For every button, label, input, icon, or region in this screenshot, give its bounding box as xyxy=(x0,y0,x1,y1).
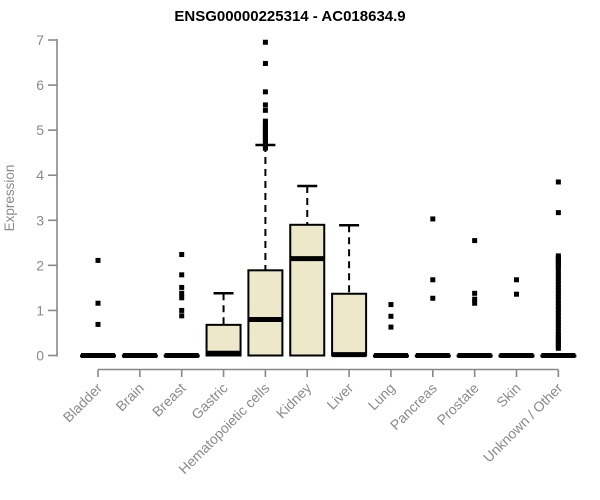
outlier-point xyxy=(472,300,478,306)
outlier-point xyxy=(555,303,561,309)
outlier-point xyxy=(472,238,478,244)
y-tick-label: 3 xyxy=(36,212,44,228)
y-tick-label: 0 xyxy=(36,348,44,364)
box-kidney xyxy=(289,223,326,357)
x-tick-label: Prostate xyxy=(434,380,482,428)
x-tick-label: Liver xyxy=(323,380,356,413)
box-liver xyxy=(331,292,368,357)
outlier-point xyxy=(555,345,561,351)
outlier-point xyxy=(179,290,185,296)
outlier-point xyxy=(472,296,478,302)
outlier-point xyxy=(472,290,478,296)
box-hematopoietic-cells xyxy=(247,269,284,357)
y-tick-label: 6 xyxy=(36,77,44,93)
outlier-point xyxy=(262,107,268,113)
outlier-point xyxy=(555,310,561,316)
x-tick-label: Skin xyxy=(493,380,524,411)
y-tick-label: 7 xyxy=(36,32,44,48)
x-tick-label: Breast xyxy=(149,380,189,420)
x-tick-label: Unknown / Other xyxy=(480,380,566,466)
outlier-point xyxy=(388,313,394,319)
outlier-point xyxy=(95,257,101,263)
outlier-point xyxy=(555,269,561,275)
outlier-point xyxy=(179,252,185,258)
y-tick-label: 2 xyxy=(36,257,44,273)
outlier-point xyxy=(179,313,185,319)
y-tick-label: 4 xyxy=(36,167,44,183)
x-tick-label: Brain xyxy=(113,380,147,414)
outlier-point xyxy=(262,39,268,45)
outlier-point xyxy=(179,307,185,313)
x-tick-label: Bladder xyxy=(60,380,106,426)
outlier-point xyxy=(555,294,561,300)
outlier-point xyxy=(555,300,561,306)
outlier-point xyxy=(555,329,561,335)
x-tick-label: Pancreas xyxy=(387,380,440,433)
outlier-point xyxy=(95,321,101,327)
outlier-point xyxy=(555,322,561,328)
outlier-point xyxy=(555,288,561,294)
outlier-point xyxy=(555,297,561,303)
outlier-point xyxy=(555,325,561,331)
chart-title: ENSG00000225314 - AC018634.9 xyxy=(174,8,405,25)
outlier-point xyxy=(388,324,394,330)
outlier-point xyxy=(514,291,519,297)
outlier-point xyxy=(179,272,185,278)
outlier-point xyxy=(555,278,561,284)
outlier-point xyxy=(262,145,268,151)
outlier-point xyxy=(555,281,561,287)
outlier-point xyxy=(430,295,436,301)
outlier-point xyxy=(262,89,268,95)
outlier-point xyxy=(555,266,561,272)
y-tick-label: 5 xyxy=(36,122,44,138)
y-axis-title: Expression xyxy=(2,165,17,232)
outlier-point xyxy=(95,300,101,306)
outlier-point xyxy=(555,313,561,319)
box-gastric xyxy=(205,323,242,357)
outlier-point xyxy=(555,291,561,297)
outlier-point xyxy=(555,275,561,281)
outlier-point xyxy=(430,277,436,283)
outlier-point xyxy=(179,284,185,290)
outlier-point xyxy=(555,179,561,185)
y-tick-label: 1 xyxy=(36,302,44,318)
outlier-point xyxy=(555,319,561,325)
outlier-point xyxy=(388,302,394,308)
outlier-point xyxy=(430,216,436,222)
x-tick-label: Lung xyxy=(365,380,398,413)
outlier-point xyxy=(555,316,561,322)
outlier-point xyxy=(262,102,268,108)
outlier-point xyxy=(555,272,561,278)
outlier-point xyxy=(555,307,561,313)
outlier-point xyxy=(555,284,561,290)
outlier-point xyxy=(555,210,561,216)
outlier-point xyxy=(262,60,268,66)
outlier-point xyxy=(179,295,185,301)
outlier-point xyxy=(514,277,519,283)
x-tick-label: Kidney xyxy=(273,380,315,422)
